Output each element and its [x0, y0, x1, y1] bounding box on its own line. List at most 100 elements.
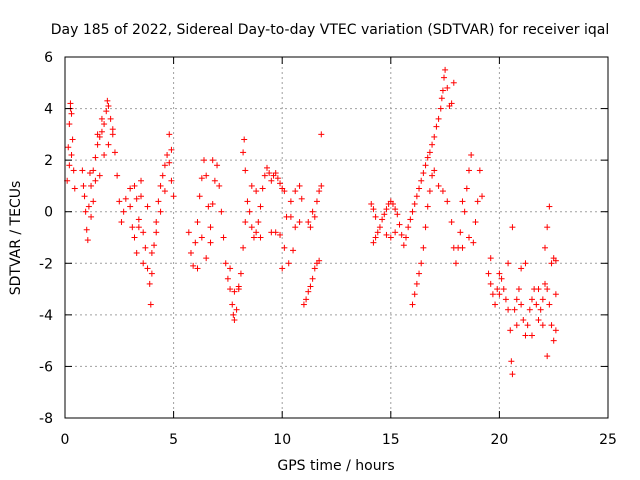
data-point	[94, 131, 101, 138]
data-point	[433, 123, 440, 130]
data-point	[546, 301, 553, 308]
data-point	[520, 317, 527, 324]
data-point	[203, 255, 210, 262]
data-point	[86, 170, 93, 177]
data-point	[66, 162, 73, 169]
data-point	[403, 234, 410, 241]
data-point	[526, 306, 533, 313]
data-point	[82, 208, 89, 215]
data-point	[157, 182, 164, 189]
data-point	[524, 322, 531, 329]
data-point	[550, 337, 557, 344]
data-point	[240, 149, 247, 156]
data-point	[420, 244, 427, 251]
data-point	[370, 206, 377, 213]
data-point	[539, 322, 546, 329]
chart-title: Day 185 of 2022, Sidereal Day-to-day VTE…	[51, 22, 609, 38]
data-point	[151, 242, 158, 249]
data-point	[248, 224, 255, 231]
data-point	[511, 306, 518, 313]
data-point	[214, 162, 221, 169]
data-point	[101, 121, 108, 128]
y-tick-label: 4	[44, 102, 53, 118]
data-point	[205, 203, 212, 210]
data-point	[192, 239, 199, 246]
data-point	[194, 265, 201, 272]
data-point	[109, 131, 116, 138]
data-point	[250, 234, 257, 241]
x-tick-label: 25	[599, 432, 617, 448]
data-point	[81, 193, 88, 200]
x-tick-label: 10	[273, 432, 291, 448]
data-point	[120, 208, 127, 215]
data-point	[133, 249, 140, 256]
data-point	[161, 162, 168, 169]
data-point	[374, 229, 381, 236]
data-point	[418, 177, 425, 184]
data-point	[309, 208, 316, 215]
data-point	[548, 260, 555, 267]
data-point	[122, 195, 129, 202]
data-point	[424, 154, 431, 161]
data-point	[505, 306, 512, 313]
data-point	[131, 182, 138, 189]
data-point	[552, 291, 559, 298]
data-point	[140, 260, 147, 267]
data-point	[528, 296, 535, 303]
data-point	[498, 275, 505, 282]
data-point	[105, 141, 112, 148]
data-point	[313, 198, 320, 205]
data-point	[114, 172, 121, 179]
y-tick-label: -4	[39, 308, 53, 324]
data-point	[216, 182, 223, 189]
data-point	[509, 224, 516, 231]
data-point	[413, 193, 420, 200]
data-point	[131, 234, 138, 241]
data-point	[88, 182, 95, 189]
data-point	[307, 283, 314, 290]
data-point	[387, 234, 394, 241]
data-point	[104, 97, 111, 104]
data-point	[153, 229, 160, 236]
data-point	[127, 203, 134, 210]
data-point	[305, 288, 312, 295]
data-point	[164, 151, 171, 158]
data-point	[240, 244, 247, 251]
data-point	[431, 133, 438, 140]
data-point	[450, 79, 457, 86]
data-point	[209, 157, 216, 164]
data-point	[296, 219, 303, 226]
data-point	[255, 219, 262, 226]
data-point	[287, 198, 294, 205]
data-point	[461, 208, 468, 215]
data-point	[218, 208, 225, 215]
data-point	[268, 177, 275, 184]
data-point	[185, 229, 192, 236]
data-point	[166, 131, 173, 138]
data-point	[140, 229, 147, 236]
data-point	[542, 244, 549, 251]
data-point	[426, 149, 433, 156]
data-point	[242, 167, 249, 174]
data-point	[522, 260, 529, 267]
data-point	[522, 332, 529, 339]
data-point	[303, 296, 310, 303]
data-point	[92, 177, 99, 184]
data-point	[405, 224, 412, 231]
data-point	[229, 301, 236, 308]
data-point	[209, 200, 216, 207]
data-point	[153, 219, 160, 226]
data-point	[411, 291, 418, 298]
data-point	[68, 110, 75, 117]
data-point	[552, 327, 559, 334]
data-point	[116, 198, 123, 205]
data-point	[146, 280, 153, 287]
data-point	[496, 270, 503, 277]
data-point	[96, 172, 103, 179]
data-point	[166, 159, 173, 166]
data-point	[66, 121, 73, 128]
data-point	[118, 219, 125, 226]
data-point	[298, 195, 305, 202]
data-point	[292, 224, 299, 231]
